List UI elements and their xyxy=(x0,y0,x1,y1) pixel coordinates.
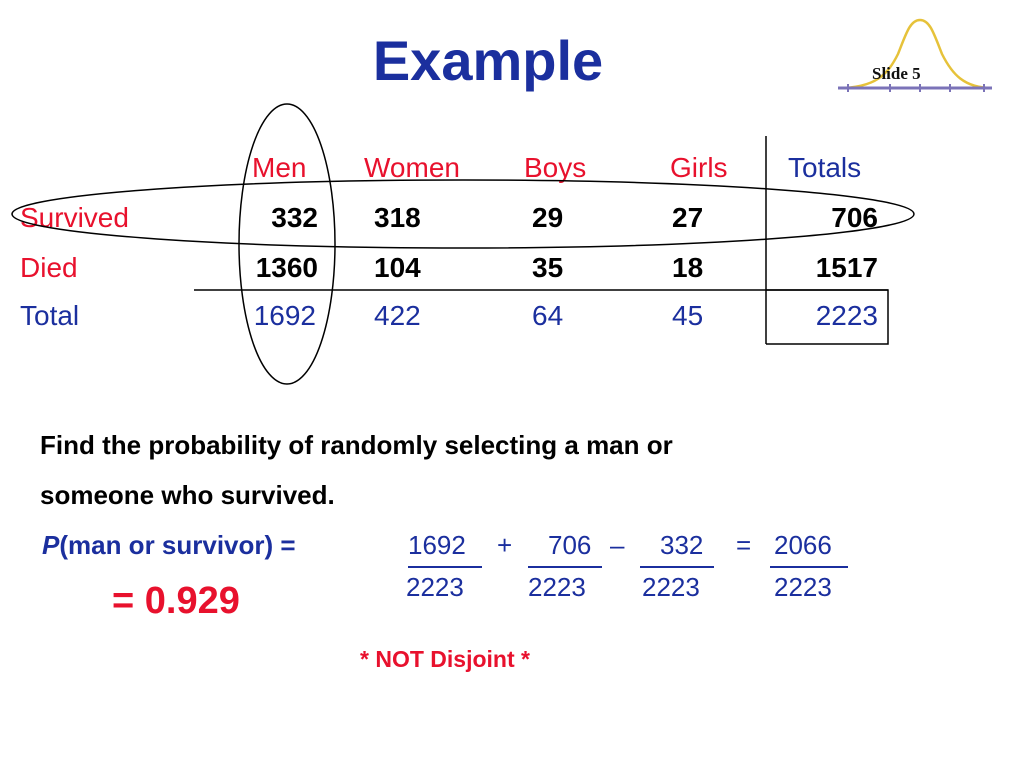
grand-total-box xyxy=(766,289,889,345)
cell-died-total: 1517 xyxy=(815,252,878,283)
numerator-men: 1692 xyxy=(408,530,466,560)
column-header-totals: Totals xyxy=(788,152,862,183)
cell-died-boys: 35 xyxy=(532,252,564,283)
cell-died-women: 104 xyxy=(374,252,421,283)
row-label-survived: Survived xyxy=(20,202,129,233)
cell-total-boys: 64 xyxy=(532,300,564,331)
bell-curve-icon xyxy=(837,18,993,92)
cell-died-men: 1360 xyxy=(255,252,318,283)
column-header-women: Women xyxy=(364,152,460,183)
cell-survived-girls: 27 xyxy=(672,202,704,233)
numerator-both: 332 xyxy=(660,530,704,560)
result-value: = 0.929 xyxy=(112,580,240,622)
cell-total-total: 2223 xyxy=(815,300,878,331)
cell-total-girls: 45 xyxy=(672,300,704,331)
numerator-survived: 706 xyxy=(548,530,592,560)
denominator-3: 2223 xyxy=(642,572,700,602)
cell-total-men: 1692 xyxy=(253,300,316,331)
probability-event: (man or survivor) = xyxy=(59,530,296,560)
column-header-boys: Boys xyxy=(524,152,587,183)
not-disjoint-note: * NOT Disjoint * xyxy=(360,646,530,672)
denominator-4: 2223 xyxy=(774,572,832,602)
slide-title: Example xyxy=(372,29,604,92)
denominator-1: 2223 xyxy=(406,572,464,602)
question-text-line-1: Find the probability of randomly selecti… xyxy=(40,430,673,460)
probability-symbol: P xyxy=(42,530,60,560)
minus-operator: – xyxy=(610,530,625,560)
men-column-ellipse xyxy=(238,103,336,385)
cell-survived-women: 318 xyxy=(374,202,421,233)
cell-died-girls: 18 xyxy=(672,252,704,283)
plus-operator: + xyxy=(497,530,513,560)
cell-total-women: 422 xyxy=(374,300,421,331)
cell-survived-boys: 29 xyxy=(532,202,564,233)
probability-expression: P(man or survivor) = xyxy=(42,530,296,561)
equals-operator: = xyxy=(736,530,752,560)
column-header-men: Men xyxy=(252,152,307,183)
cell-survived-men: 332 xyxy=(271,202,318,233)
question-text-line-2: someone who survived. xyxy=(40,480,335,510)
denominator-2: 2223 xyxy=(528,572,586,602)
survived-row-ellipse xyxy=(11,179,915,249)
row-label-total: Total xyxy=(20,300,80,331)
numerator-sum: 2066 xyxy=(774,530,832,560)
row-label-died: Died xyxy=(20,252,78,283)
cell-survived-total: 706 xyxy=(831,202,878,233)
slide-number-badge: Slide 5 xyxy=(872,64,921,83)
column-header-girls: Girls xyxy=(670,152,728,183)
